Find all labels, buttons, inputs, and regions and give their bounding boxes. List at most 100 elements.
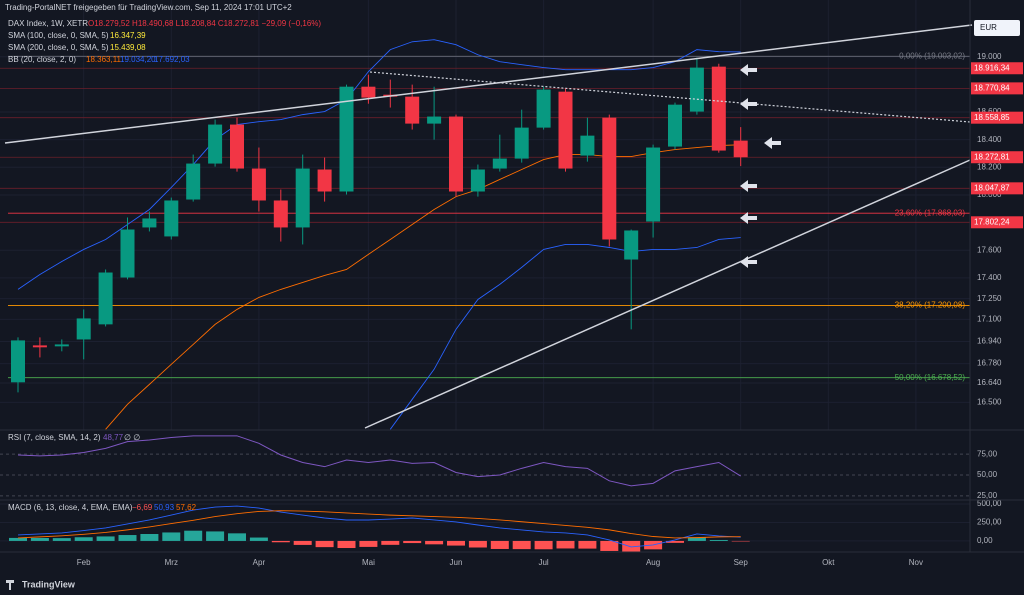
histogram-bar (709, 539, 728, 541)
candle-body (76, 318, 91, 340)
candle-body (361, 86, 376, 98)
x-tick-label: Jun (450, 558, 463, 567)
candle-body (317, 169, 332, 192)
axes: Feb Mrz Apr Mai Jun Jul Aug Sep Okt Nov 19.000 18.6… (77, 51, 1023, 567)
y-tick-label: 18.200 (977, 162, 1002, 171)
histogram-bar (337, 540, 356, 549)
macd-pane (0, 503, 970, 552)
price-label: 18.770,84 (974, 83, 1010, 92)
y-tick-label: 75,00 (977, 449, 998, 458)
y-tick-label: 18.400 (977, 135, 1002, 144)
macd-title: MACD (6, 13, close, 4, EMA, EMA) (8, 503, 133, 512)
price-label-box (971, 82, 1023, 95)
histogram-bar (315, 540, 334, 548)
y-tick-label: 500,00 (977, 499, 1002, 508)
histogram-bar (578, 540, 597, 549)
legend-value: 18.363,11 (86, 55, 122, 64)
candle-body (186, 163, 201, 200)
y-tick-label: 16.780 (977, 359, 1002, 368)
fib-label: 23,60% (17.868,03) (895, 208, 966, 217)
candle-body (580, 135, 595, 156)
histogram-bar (9, 537, 27, 541)
y-tick-label: 17.600 (977, 245, 1002, 254)
legend-label: BB (20, close, 2, 0) (8, 55, 76, 64)
x-tick-label: Okt (822, 558, 835, 567)
y-tick-label: 16.940 (977, 337, 1002, 346)
candle-body (230, 124, 244, 169)
y-tick-label: 18.600 (977, 107, 1002, 116)
price-label: 18.047,87 (974, 183, 1010, 192)
histogram-bar (140, 534, 159, 541)
histogram-bar (184, 530, 203, 541)
histogram-bar (293, 540, 312, 545)
histogram-bar (490, 540, 509, 549)
x-tick-label: Feb (77, 558, 91, 567)
candle-body (142, 218, 157, 228)
candle-body (427, 116, 442, 124)
price-label-box (971, 182, 1023, 195)
candle-body (668, 104, 682, 147)
rsi-title: RSI (7, close, SMA, 14, 2) (8, 433, 101, 442)
macd-value: −6,69 (132, 503, 153, 512)
histogram-bar (162, 532, 181, 541)
candle-body (273, 200, 288, 228)
x-tick-label: Jul (538, 558, 548, 567)
y-tick-label: 19.000 (977, 52, 1002, 61)
x-tick-label: Mai (362, 558, 375, 567)
legend-value: 15.439,08 (110, 43, 146, 52)
legend-label: SMA (100, close, 0, SMA, 5) (8, 31, 109, 40)
candle-body (164, 200, 179, 237)
candle-body (98, 272, 113, 325)
line (105, 144, 741, 430)
brand-logo (6, 580, 14, 590)
y-tick-label: 17.400 (977, 273, 1002, 282)
histogram-bar (118, 535, 137, 541)
histogram-bar (228, 533, 246, 541)
x-tick-label: Nov (909, 558, 923, 567)
y-tick-label: 250,00 (977, 518, 1002, 527)
candle-body (449, 116, 463, 192)
price-label: 18.272,81 (974, 152, 1010, 161)
price-label: 17.802,24 (974, 217, 1010, 226)
histogram-bar (512, 540, 531, 550)
ohlc: O18.279,52 H18.490,68 L18.208,84 C18.272… (88, 19, 321, 28)
legend-value: 17.692,03 (154, 55, 190, 64)
price-pane (0, 0, 970, 430)
y-tick-label: 17.100 (977, 314, 1002, 323)
histogram-bar (666, 540, 684, 543)
y-tick-label: 0,00 (977, 536, 993, 545)
currency-box[interactable] (974, 20, 1020, 36)
histogram-bar (30, 537, 49, 541)
candle-body (689, 67, 704, 112)
candle-body (536, 89, 551, 128)
rsi-pane (0, 435, 970, 497)
symbol: DAX Index, 1W, XETR (8, 19, 88, 28)
price-label-box (971, 216, 1023, 229)
macd-value: 57,62 (176, 503, 197, 512)
candle-body (646, 147, 661, 222)
candle-body (208, 124, 223, 164)
price-label: 18.558,85 (974, 113, 1010, 122)
price-label-box (971, 151, 1023, 164)
currency[interactable]: EUR (980, 23, 997, 32)
y-tick-label: 16.640 (977, 378, 1002, 387)
rsi-extra: ∅ ∅ (124, 433, 140, 442)
candle-body (32, 345, 47, 348)
trendline (364, 159, 971, 429)
candle-body (733, 140, 748, 158)
rsi-value: 48,77 (103, 433, 124, 442)
histogram-bar (74, 537, 93, 541)
histogram-bar (381, 540, 400, 545)
candle-body (624, 230, 639, 260)
histogram-bar (468, 540, 487, 548)
x-tick-label: Sep (734, 558, 749, 567)
candle-body (558, 91, 573, 169)
y-tick-label: 16.500 (977, 397, 1002, 406)
y-tick-label: 25,00 (977, 491, 998, 500)
legend-value: 19.034,20 (120, 55, 156, 64)
candle-body (54, 344, 69, 347)
line (17, 510, 741, 539)
price-label: 18.916,34 (974, 63, 1010, 72)
trendline (4, 24, 973, 144)
y-tick-label: 18.000 (977, 190, 1002, 199)
